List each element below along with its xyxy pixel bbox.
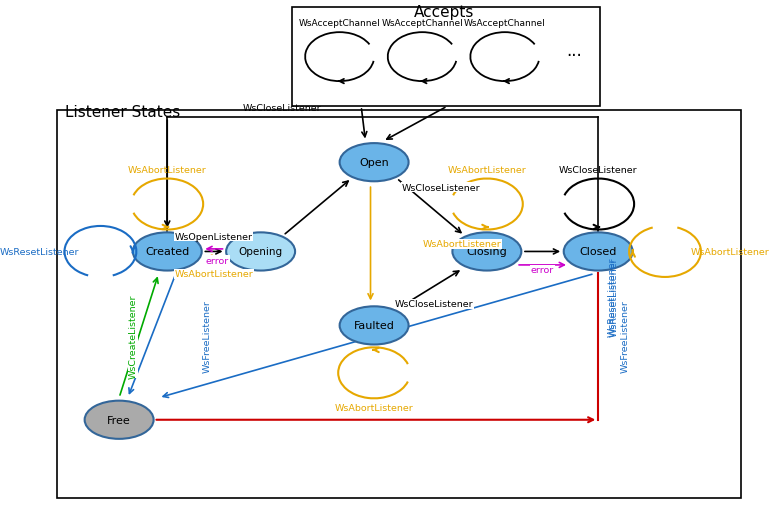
- Text: error: error: [206, 256, 229, 265]
- Text: WsAbortListener: WsAbortListener: [175, 270, 253, 279]
- Text: WsAbortListener: WsAbortListener: [128, 165, 207, 175]
- Text: error: error: [531, 266, 554, 275]
- Text: WsFreeListener: WsFreeListener: [202, 300, 211, 372]
- Text: WsAbortListener: WsAbortListener: [447, 165, 526, 175]
- Ellipse shape: [452, 233, 522, 271]
- Ellipse shape: [340, 307, 409, 345]
- Ellipse shape: [133, 233, 202, 271]
- Text: Created: Created: [145, 247, 190, 257]
- Text: WsOpenListener: WsOpenListener: [175, 232, 253, 241]
- Text: WsResetListener: WsResetListener: [0, 247, 79, 257]
- Ellipse shape: [340, 144, 409, 182]
- FancyBboxPatch shape: [292, 8, 601, 107]
- Text: WsAbortListener: WsAbortListener: [690, 247, 769, 257]
- Text: Opening: Opening: [238, 247, 283, 257]
- Ellipse shape: [563, 233, 632, 271]
- Text: Listener States: Listener States: [65, 104, 180, 119]
- Text: WsCloseListener: WsCloseListener: [559, 165, 638, 175]
- Text: ...: ...: [567, 42, 582, 60]
- Text: WsCloseListener: WsCloseListener: [395, 300, 474, 308]
- Text: Closing: Closing: [467, 247, 507, 257]
- Text: WsAcceptChannel: WsAcceptChannel: [299, 19, 381, 29]
- Text: Closed: Closed: [580, 247, 617, 257]
- Text: WsCloseListener: WsCloseListener: [243, 104, 321, 113]
- Text: WsResetListener: WsResetListener: [609, 257, 618, 336]
- Text: WsResetListener: WsResetListener: [608, 257, 617, 336]
- Text: WsCloseListener: WsCloseListener: [402, 184, 481, 192]
- Text: WsAcceptChannel: WsAcceptChannel: [464, 19, 546, 29]
- Text: WsFreeListener: WsFreeListener: [621, 300, 630, 372]
- Ellipse shape: [84, 401, 153, 439]
- Text: Faulted: Faulted: [354, 321, 395, 331]
- Text: WsAbortListener: WsAbortListener: [334, 403, 413, 412]
- Text: Open: Open: [359, 158, 389, 168]
- Text: Accepts: Accepts: [413, 5, 474, 20]
- Ellipse shape: [226, 233, 295, 271]
- Text: Free: Free: [108, 415, 131, 425]
- Text: WsAbortListener: WsAbortListener: [423, 240, 502, 249]
- Text: WsCreateListener: WsCreateListener: [128, 294, 137, 378]
- Text: WsAcceptChannel: WsAcceptChannel: [382, 19, 463, 29]
